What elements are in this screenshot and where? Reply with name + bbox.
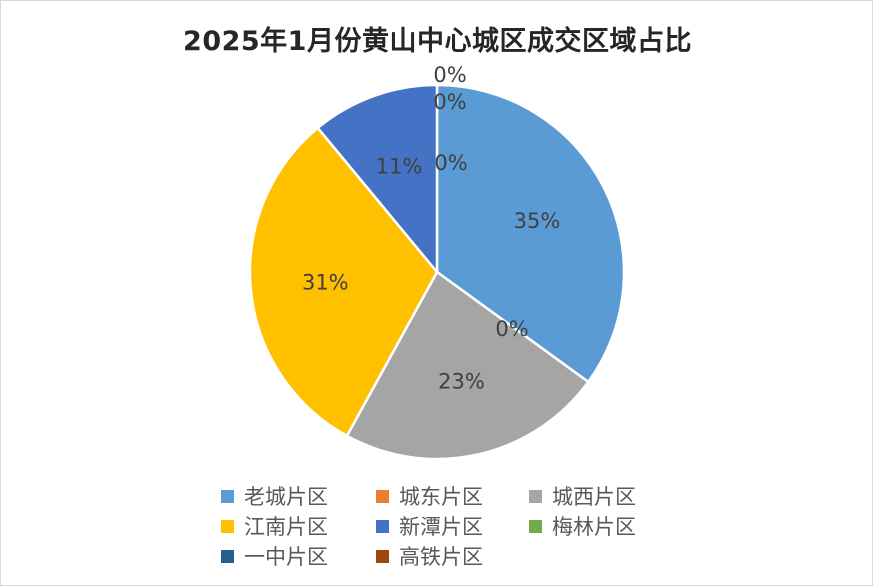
- legend-swatch: [376, 519, 389, 533]
- chart-title: 2025年1月份黄山中心城区成交区域占比: [183, 26, 692, 57]
- legend-label: 新潭片区: [399, 515, 483, 539]
- legend-swatch: [221, 549, 234, 563]
- pie-slice-4: [316, 83, 439, 274]
- data-label-slice-1: 0%: [495, 317, 528, 341]
- pie-slice-0: [435, 83, 626, 384]
- data-label-slice-5: 0%: [434, 151, 467, 175]
- legend-swatch: [529, 489, 542, 503]
- legend-item-1: 城东片区: [376, 482, 483, 510]
- legend-swatch: [376, 489, 389, 503]
- data-label-slice-2: 23%: [438, 370, 485, 394]
- pie-chart: 35% 0% 23% 31% 11% 0% 0% 0%: [248, 63, 626, 461]
- legend-label: 城东片区: [399, 485, 483, 509]
- legend-label: 老城片区: [244, 485, 328, 509]
- legend-item-5: 梅林片区: [529, 512, 636, 540]
- pie-slices: [248, 83, 626, 461]
- data-label-slice-6: 0%: [433, 90, 466, 114]
- legend-swatch: [529, 519, 542, 533]
- legend-label: 城西片区: [552, 485, 636, 509]
- data-label-slice-4: 11%: [376, 154, 423, 178]
- legend-label: 江南片区: [244, 515, 328, 539]
- legend-item-2: 城西片区: [529, 482, 636, 510]
- legend-label: 高铁片区: [399, 545, 483, 569]
- legend-item-4: 新潭片区: [376, 512, 483, 540]
- legend-item-7: 高铁片区: [376, 542, 483, 570]
- legend-swatch: [376, 549, 389, 563]
- legend-label: 梅林片区: [552, 515, 636, 539]
- legend-item-3: 江南片区: [221, 512, 328, 540]
- legend-swatch: [221, 519, 234, 533]
- pie-slice-3: [248, 126, 439, 438]
- legend-swatch: [221, 489, 234, 503]
- legend-label: 一中片区: [244, 545, 328, 569]
- pie-slice-2: [345, 270, 590, 461]
- data-label-slice-0: 35%: [514, 209, 561, 233]
- legend-item-0: 老城片区: [221, 482, 328, 510]
- pie-data-labels: 35% 0% 23% 31% 11% 0% 0% 0%: [302, 63, 560, 394]
- legend-item-6: 一中片区: [221, 542, 328, 570]
- data-label-slice-7: 0%: [433, 63, 466, 87]
- data-label-slice-3: 31%: [302, 271, 349, 295]
